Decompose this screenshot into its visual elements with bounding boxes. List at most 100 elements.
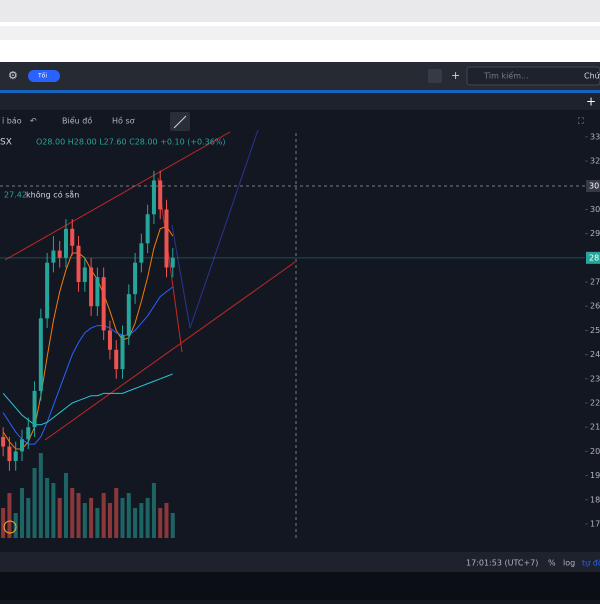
volume-bar bbox=[26, 498, 31, 538]
y-tick-label: 27 bbox=[590, 278, 600, 287]
candle-body bbox=[139, 243, 144, 263]
profile-button[interactable]: Hồ sơ bbox=[112, 116, 135, 126]
settings-icon[interactable]: ⚙ bbox=[8, 69, 18, 82]
volume-bar bbox=[57, 498, 62, 538]
volume-bar bbox=[133, 508, 138, 538]
volume-bar bbox=[107, 503, 112, 538]
candle-body bbox=[32, 390, 37, 428]
status-bar bbox=[0, 552, 600, 572]
candle-body bbox=[51, 250, 56, 263]
new-tab[interactable]: + bbox=[586, 95, 596, 109]
candle-body bbox=[1, 436, 6, 447]
moving-average bbox=[2, 373, 173, 426]
tab-bar bbox=[0, 93, 600, 110]
y-tick-label: 26 bbox=[590, 302, 600, 311]
candle-body bbox=[63, 228, 68, 258]
candle-body bbox=[126, 294, 131, 336]
tab-strip bbox=[0, 90, 600, 93]
candle-body bbox=[95, 277, 100, 307]
volume-bar bbox=[1, 508, 6, 538]
clock: 17:01:53 (UTC+7) bbox=[466, 559, 538, 568]
candle-body bbox=[158, 180, 163, 210]
volume-bar bbox=[82, 503, 87, 538]
legend-ma: 27.42 bbox=[4, 191, 27, 200]
percent-button[interactable]: % bbox=[548, 559, 556, 568]
last-price: 28 bbox=[589, 253, 599, 262]
theme-label: Tối bbox=[37, 73, 47, 80]
candle-body bbox=[151, 180, 156, 215]
candle-body bbox=[101, 277, 106, 331]
time-axis bbox=[0, 538, 600, 552]
volume-bar bbox=[145, 498, 150, 538]
y-tick-label: 23 bbox=[590, 374, 600, 383]
y-tick-label: 20 bbox=[590, 447, 600, 456]
volume-bar bbox=[7, 493, 12, 538]
volume-bar bbox=[164, 503, 169, 538]
y-tick-label: 33 bbox=[590, 132, 600, 141]
y-tick-label: 30 bbox=[590, 205, 600, 214]
candle-body bbox=[76, 245, 81, 283]
volume-bar bbox=[45, 478, 50, 538]
undo[interactable]: ↶ bbox=[29, 117, 37, 126]
y-tick-label: 17 bbox=[590, 519, 600, 528]
moving-average bbox=[2, 225, 174, 450]
legend-ohlc: O28.00 H28.00 L27.60 C28.00 +0.10 (+0.36… bbox=[36, 138, 226, 147]
chart-toolbar bbox=[0, 110, 600, 133]
candle-body bbox=[107, 330, 112, 350]
y-tick-label: 24 bbox=[590, 350, 600, 359]
candle-body bbox=[133, 262, 138, 295]
candle-body bbox=[82, 267, 87, 283]
candle-body bbox=[145, 214, 150, 244]
crosshair-price-box bbox=[586, 180, 600, 192]
search-placeholder: Tìm kiếm... bbox=[483, 71, 529, 81]
trend-line bbox=[4, 131, 231, 261]
volume-bar bbox=[151, 483, 156, 538]
log-button[interactable]: log bbox=[563, 559, 575, 568]
legend-ma-note: không có sẵn bbox=[26, 190, 79, 200]
chart-button[interactable]: Biểu đồ bbox=[62, 116, 92, 126]
volume-bar bbox=[170, 513, 175, 538]
volume-bar bbox=[139, 503, 144, 538]
candle-body bbox=[38, 318, 43, 391]
volume-bar bbox=[114, 488, 119, 538]
y-tick-label: 19 bbox=[590, 471, 600, 480]
volume-bar bbox=[19, 488, 24, 538]
y-tick-label: 29 bbox=[590, 229, 600, 238]
volume-bar bbox=[95, 508, 100, 538]
candle-body bbox=[170, 257, 175, 268]
volume-bar bbox=[120, 498, 125, 538]
last-price-box bbox=[586, 251, 600, 264]
drawing bbox=[171, 129, 259, 329]
plot: 171819202122232425262729303233Tháng 11Th… bbox=[0, 129, 600, 551]
theme-toggle[interactable] bbox=[28, 70, 60, 82]
candle-body bbox=[45, 262, 50, 319]
volume-bar bbox=[76, 493, 81, 538]
add-button[interactable]: + bbox=[451, 69, 460, 82]
volume-bar bbox=[101, 493, 106, 538]
volume-bar bbox=[51, 483, 56, 538]
candle-body bbox=[57, 250, 62, 258]
price-axis bbox=[585, 133, 600, 538]
y-tick-label: 25 bbox=[590, 326, 600, 335]
candle-body bbox=[120, 335, 125, 370]
draw-icon bbox=[173, 115, 187, 129]
crosshair-price: 30 bbox=[589, 182, 599, 191]
candle-body bbox=[7, 446, 12, 462]
volume-bar bbox=[63, 473, 68, 538]
volume-bar bbox=[89, 498, 94, 538]
y-tick-label: 32 bbox=[590, 157, 600, 166]
layout-button[interactable] bbox=[428, 69, 442, 83]
search-box[interactable] bbox=[466, 66, 600, 86]
indicators-button[interactable]: ỉ báo bbox=[2, 116, 22, 126]
toolbar-text: Chứ bbox=[584, 72, 600, 81]
browser-bar bbox=[0, 26, 600, 40]
fullscreen[interactable]: ⛶ bbox=[577, 117, 584, 126]
candle-body bbox=[114, 349, 119, 370]
y-tick-label: 22 bbox=[590, 399, 600, 408]
auto-button[interactable]: tự độ bbox=[582, 558, 600, 569]
marker bbox=[3, 520, 17, 534]
volume-bar bbox=[126, 493, 131, 538]
volume-bar bbox=[70, 488, 75, 538]
candle-body bbox=[13, 451, 18, 462]
